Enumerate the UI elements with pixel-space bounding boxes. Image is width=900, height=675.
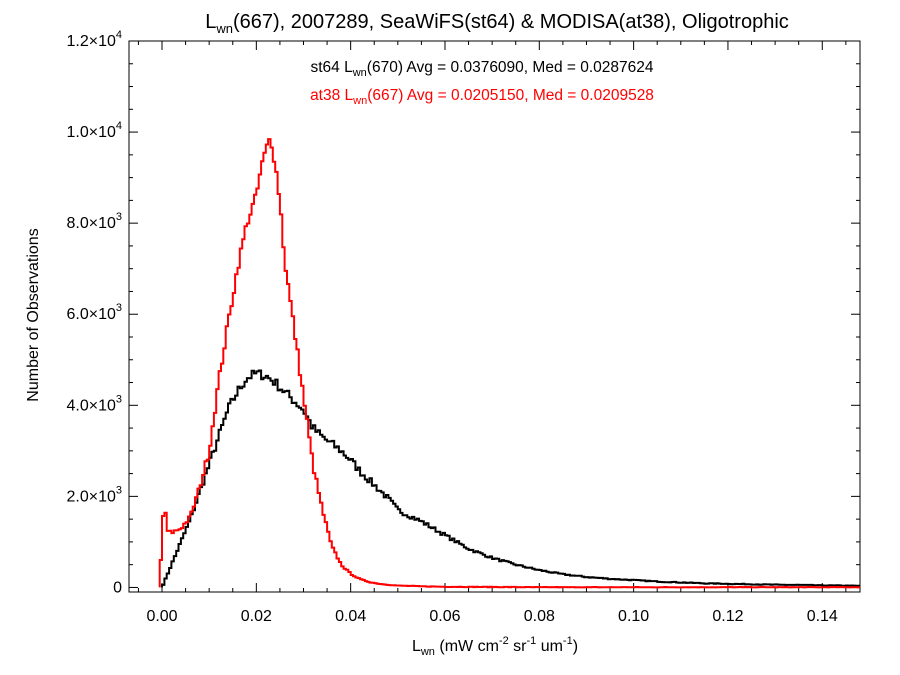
x-tick-label: 0.10 xyxy=(618,608,649,625)
annotation-at38: at38 Lwn(667) Avg = 0.0205150, Med = 0.0… xyxy=(310,87,654,107)
annotation-at38-sub: wn xyxy=(352,95,367,107)
x-axis-title-mid2: sr xyxy=(509,638,527,655)
x-tick-label: 0.02 xyxy=(241,608,272,625)
x-axis-title-mid1: (mW cm xyxy=(435,638,499,655)
y-tick-label: 0 xyxy=(113,579,122,596)
x-axis-title-pre: L xyxy=(412,638,421,655)
x-axis-title-mid3: um xyxy=(536,638,563,655)
x-tick-label: 0.00 xyxy=(146,608,177,625)
chart-title-pre: L xyxy=(205,11,216,33)
y-axis-title: Number of Observations xyxy=(25,228,42,401)
annotation-at38-pre: at38 L xyxy=(310,87,353,104)
x-tick-label: 0.14 xyxy=(807,608,838,625)
series-line-1 xyxy=(158,138,860,589)
annotation-st64-sub: wn xyxy=(352,67,367,79)
x-axis: 0.00 0.02 0.04 0.06 0.08 0.10 0.12 0.14 xyxy=(137,41,847,625)
y-axis: 0 2.0×103 4.0×103 6.0×103 8.0×103 1.0×104 1.2×… xyxy=(66,29,860,596)
annotation-st64: st64 Lwn(670) Avg = 0.0376090, Med = 0.0… xyxy=(311,59,654,79)
series-line-0 xyxy=(161,369,860,588)
x-tick-label: 0.08 xyxy=(524,608,555,625)
y-tick-label: 1.2×104 xyxy=(66,29,122,50)
x-axis-title-post: ) xyxy=(573,638,578,655)
plot-area xyxy=(128,40,861,593)
y-tick-label: 8.0×103 xyxy=(66,211,122,232)
annotation-st64-post: (670) Avg = 0.0376090, Med = 0.0287624 xyxy=(367,59,654,76)
y-tick-label: 4.0×103 xyxy=(66,393,122,414)
y-tick-label: 1.0×104 xyxy=(66,120,122,141)
series-layer xyxy=(158,138,860,589)
annotation-st64-pre: st64 L xyxy=(311,59,354,76)
x-tick-label: 0.06 xyxy=(429,608,460,625)
x-axis-title-sub: wn xyxy=(420,646,435,658)
x-axis-title-sup2: -1 xyxy=(526,635,536,647)
y-tick-label: 2.0×103 xyxy=(66,484,122,505)
chart-title-sub: wn xyxy=(215,21,233,36)
y-tick-label: 6.0×103 xyxy=(66,302,122,323)
x-axis-title-sup3: -1 xyxy=(563,635,573,647)
chart-title: Lwn(667), 2007289, SeaWiFS(st64) & MODIS… xyxy=(205,11,789,36)
x-tick-label: 0.04 xyxy=(335,608,366,625)
x-axis-title-sup1: -2 xyxy=(499,635,509,647)
x-tick-label: 0.12 xyxy=(712,608,743,625)
plot-frame xyxy=(128,40,861,593)
annotation-at38-post: (667) Avg = 0.0205150, Med = 0.0209528 xyxy=(367,87,654,104)
chart-title-post: (667), 2007289, SeaWiFS(st64) & MODISA(a… xyxy=(233,11,789,33)
x-axis-title: Lwn (mW cm-2 sr-1 um-1) xyxy=(412,635,578,658)
